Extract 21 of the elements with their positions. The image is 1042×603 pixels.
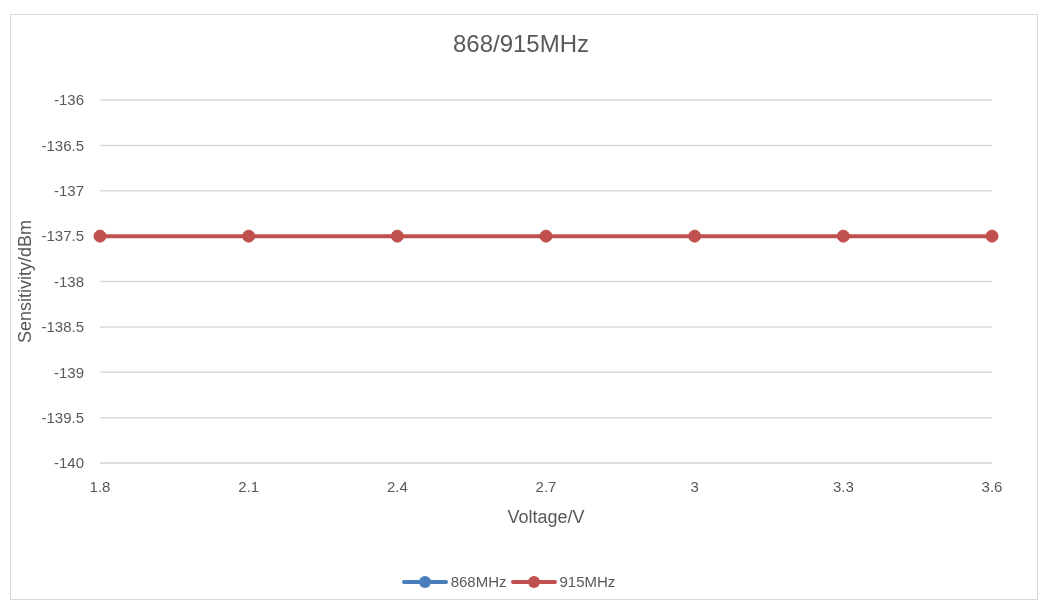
y-tick-label: -137 (53, 182, 84, 200)
y-tick-label: -137.5 (41, 227, 84, 245)
chart-title: 868/915MHz (451, 30, 591, 58)
y-tick-label: -139.5 (41, 408, 84, 426)
legend-label: 868MHz (450, 573, 507, 590)
x-tick-label: 2.4 (386, 477, 408, 495)
x-tick-label: 2.1 (238, 477, 260, 495)
y-tick-label: -139 (53, 363, 84, 381)
y-tick-label: -140 (53, 454, 84, 472)
y-tick-label: -136 (53, 91, 84, 109)
legend-label: 915MHz (559, 573, 616, 590)
x-tick-label: 3.6 (981, 477, 1003, 495)
y-tick-label: -138 (53, 272, 84, 290)
y-tick-label: -136.5 (41, 136, 84, 154)
y-tick-label: -138.5 (41, 318, 84, 336)
x-axis-title: Voltage/V (507, 507, 585, 527)
x-tick-label: 2.7 (535, 477, 557, 495)
x-tick-label: 3.3 (832, 477, 854, 495)
x-tick-label: 1.8 (89, 477, 111, 495)
x-tick-label: 3 (690, 477, 699, 495)
y-axis-title: Sensitivity/dBm (15, 219, 36, 344)
